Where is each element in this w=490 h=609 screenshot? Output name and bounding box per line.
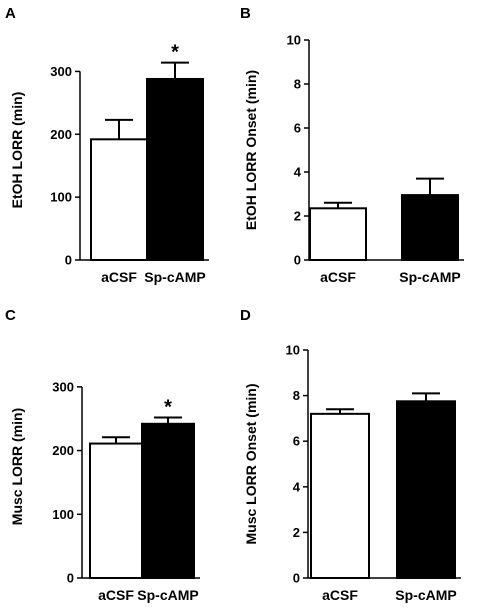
panel-letter: B	[240, 5, 251, 22]
y-tick-label: 0	[294, 253, 301, 268]
bar-acsf	[310, 412, 370, 579]
y-tick-label: 200	[50, 127, 72, 142]
bar-sp-camp	[146, 77, 204, 261]
y-tick-label: 6	[294, 121, 301, 136]
panel-letter: A	[5, 5, 16, 22]
category-label: aCSF	[98, 587, 134, 603]
bar-sp-camp	[396, 400, 456, 579]
y-tick-label: 4	[293, 479, 301, 494]
y-tick-label: 0	[65, 253, 72, 268]
bar-acsf	[90, 138, 148, 261]
category-label: Sp-cAMP	[144, 269, 205, 285]
y-tick-label: 200	[52, 443, 74, 458]
category-label: aCSF	[101, 269, 137, 285]
y-axis-label: Musc LORR (min)	[9, 408, 25, 525]
y-tick-label: 4	[294, 165, 302, 180]
category-label: aCSF	[320, 269, 356, 285]
significance-marker: *	[171, 42, 179, 64]
panel-letter: C	[5, 307, 16, 324]
panel-letter: D	[240, 307, 251, 324]
y-tick-label: 6	[293, 434, 300, 449]
bar-sp-camp	[141, 422, 195, 579]
y-tick-label: 0	[293, 571, 300, 586]
y-tick-label: 2	[294, 209, 301, 224]
category-label: Sp-cAMP	[395, 587, 456, 603]
y-tick-label: 2	[293, 525, 300, 540]
y-tick-label: 10	[287, 33, 301, 48]
y-tick-label: 8	[294, 77, 301, 92]
category-label: aCSF	[322, 587, 358, 603]
y-tick-label: 8	[293, 388, 300, 403]
panel-a: A EtOH LORR (min) 0 100 200 300 aCSF * Sp-cAMP	[5, 5, 209, 285]
y-axis-label: Musc LORR Onset (min)	[243, 383, 259, 544]
panel-c: C Musc LORR (min) 0 100 200 300 aCSF * Sp-cAMP	[5, 307, 200, 603]
category-label: Sp-cAMP	[399, 269, 460, 285]
y-tick-label: 10	[286, 343, 300, 358]
y-tick-label: 100	[52, 507, 74, 522]
y-tick-label: 100	[50, 190, 72, 205]
y-tick-label: 300	[52, 379, 74, 394]
panel-d: D Musc LORR Onset (min) 0 2 4 6 8 10 aCSF Sp-cAMP	[240, 307, 461, 603]
significance-marker: *	[164, 396, 172, 418]
category-label: Sp-cAMP	[137, 587, 198, 603]
panel-b: B EtOH LORR Onset (min) 0 2 4 6 8 10 aCSF Sp-cAMP	[240, 5, 464, 285]
y-axis-label: EtOH LORR (min)	[9, 92, 25, 209]
bar-acsf	[89, 442, 143, 580]
bar-sp-camp	[401, 194, 459, 262]
y-tick-label: 300	[50, 64, 72, 79]
bar-acsf	[309, 207, 367, 262]
y-axis-label: EtOH LORR Onset (min)	[243, 70, 259, 230]
y-tick-label: 0	[67, 571, 74, 586]
